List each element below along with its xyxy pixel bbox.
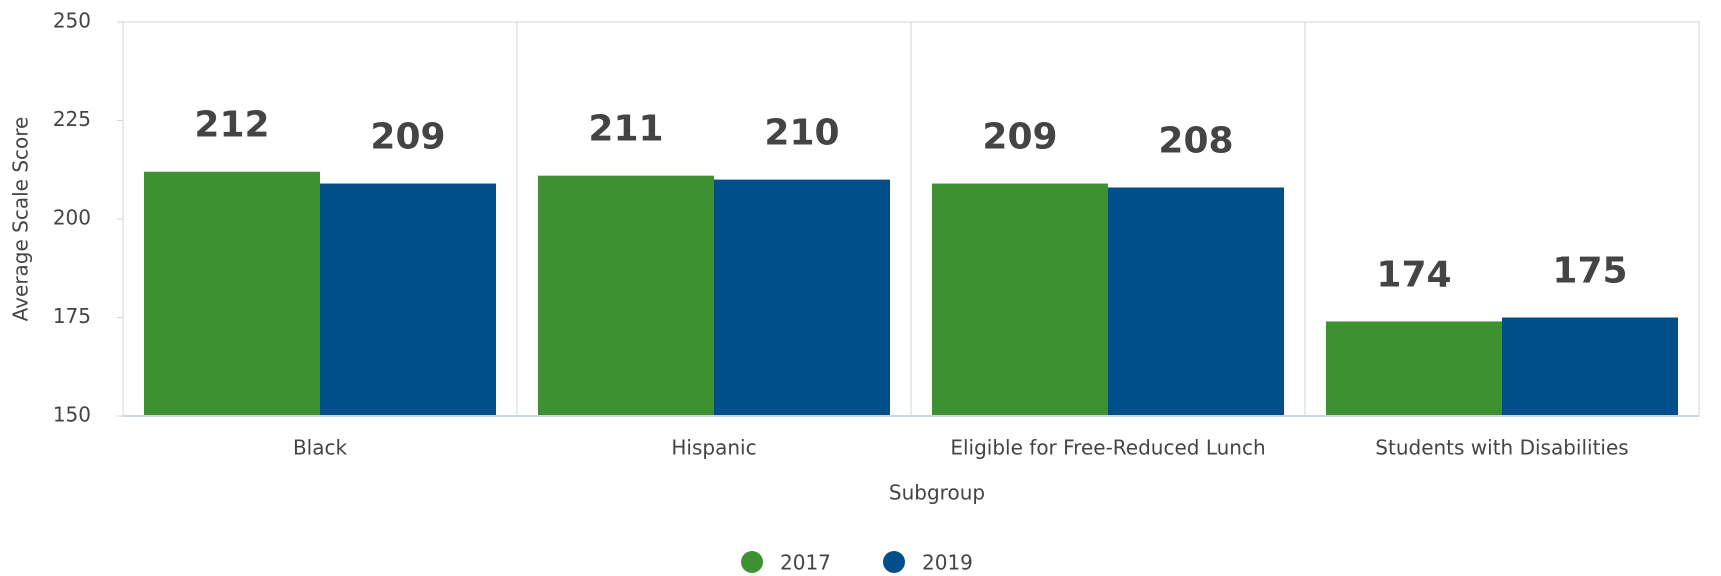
legend-marker [883,551,905,573]
x-tick-label: Hispanic [671,436,756,460]
legend-label: 2019 [922,551,973,575]
value-label: 210 [764,113,839,154]
x-axis-title: Subgroup [889,481,985,505]
legend-label: 2017 [780,551,831,575]
value-label: 211 [588,109,663,150]
value-label: 174 [1376,254,1451,295]
y-axis-title: Average Scale Score [9,117,33,322]
bar [1502,317,1678,416]
bar [144,171,320,416]
bar [1326,321,1502,416]
y-tick-label: 200 [53,206,91,230]
value-label: 209 [982,117,1057,158]
x-tick-label: Students with Disabilities [1375,436,1628,460]
x-tick-label: Black [293,436,348,460]
bar [714,179,890,416]
bar [1108,187,1284,416]
bar [932,183,1108,416]
value-label: 212 [194,105,269,146]
value-label: 175 [1552,251,1627,292]
x-tick-label: Eligible for Free-Reduced Lunch [950,436,1265,460]
bar [320,183,496,416]
bar [538,175,714,416]
y-tick-label: 150 [53,403,91,427]
y-tick-label: 175 [53,304,91,328]
y-tick-label: 225 [53,107,91,131]
value-label: 208 [1158,120,1233,161]
y-tick-label: 250 [53,9,91,33]
legend-marker [741,551,763,573]
value-label: 209 [370,117,445,158]
